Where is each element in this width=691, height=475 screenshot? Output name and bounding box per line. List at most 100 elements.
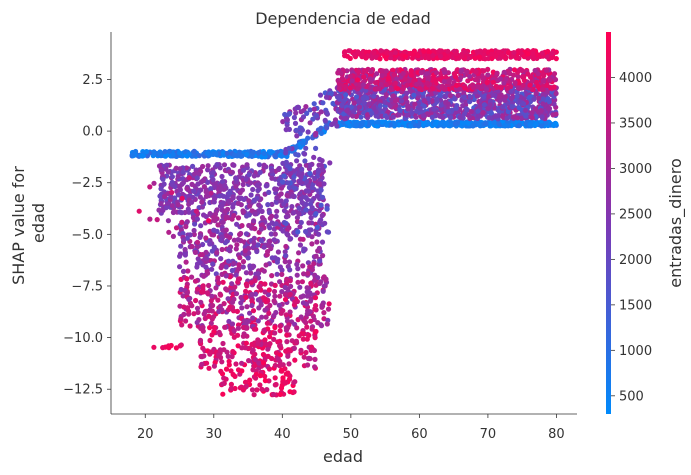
x-tick-label: 20 [137,427,154,442]
data-point [269,175,275,181]
data-point [226,258,232,264]
data-point [182,252,188,258]
data-point [200,163,206,170]
data-point [194,305,201,311]
data-point [482,56,488,62]
data-point [221,301,227,307]
y-axis-label-line-2: edad [29,203,48,243]
data-point [494,84,500,90]
data-point [400,71,406,77]
data-point [347,73,353,79]
data-point [263,262,269,268]
data-point [268,231,274,237]
data-point [500,104,506,110]
data-point [257,283,263,289]
data-point [170,152,176,158]
data-point [418,70,424,76]
data-point [390,93,397,99]
data-point [255,337,261,343]
data-point [192,221,198,227]
data-point [546,99,553,105]
data-point [246,172,252,178]
data-point [511,67,518,73]
data-point [184,186,190,192]
data-point [210,302,216,309]
data-point [263,341,269,347]
data-point [254,387,260,393]
data-point [535,83,541,90]
data-point [390,67,396,73]
data-point [170,233,176,239]
data-point [298,174,304,180]
data-point [283,150,289,156]
data-point [313,253,319,259]
data-point [303,201,309,207]
data-point [200,177,206,183]
data-point [369,110,375,116]
data-point [372,86,378,92]
y-ticks: 2.5 0.0 −2.5 −5.0 −7.5 −10.0 −12.5 [63,73,111,398]
data-point [359,119,366,125]
data-point [293,151,299,157]
data-point [392,98,399,104]
data-point [531,55,537,61]
data-point [194,239,201,245]
data-point [535,71,541,77]
data-point [303,145,309,151]
data-point [300,336,306,342]
data-point [263,183,269,189]
data-point [247,377,253,383]
data-point [301,318,307,324]
data-point [479,84,485,90]
data-point [179,322,185,328]
data-point [303,228,309,235]
data-point [538,123,545,129]
data-point [324,205,330,211]
data-point [181,237,187,243]
data-point [309,184,315,191]
data-point [272,375,278,381]
data-point [255,271,261,277]
data-point [273,221,279,227]
data-point [208,349,214,355]
data-point [319,162,325,169]
data-point [251,218,257,224]
data-point [259,215,266,221]
data-point [438,102,444,108]
data-point [220,391,226,397]
data-point [326,301,332,307]
data-point [232,152,238,158]
data-point [324,110,330,116]
data-point [319,212,325,219]
data-point [543,67,550,73]
data-point [236,262,242,268]
data-point [320,253,326,259]
data-point [467,73,473,79]
data-point [540,92,546,98]
data-point [180,169,186,175]
data-point [421,103,427,109]
data-point [454,82,460,88]
data-point [351,100,357,106]
data-point [421,98,427,104]
data-point [503,55,509,62]
data-point [227,169,233,175]
chart-title: Dependencia de edad [255,9,431,28]
data-point [211,244,217,250]
data-point [320,166,326,173]
data-point [294,272,300,278]
data-point [536,95,542,101]
data-point [374,71,380,77]
data-point [341,111,347,117]
data-point [219,179,226,185]
data-point [224,150,230,156]
data-point [485,72,491,78]
data-point [237,255,243,261]
data-point [243,288,249,294]
data-point [268,149,274,155]
data-point [257,169,263,175]
data-point [295,229,301,235]
data-point [432,121,438,127]
data-point [287,309,293,315]
data-point [262,307,268,313]
